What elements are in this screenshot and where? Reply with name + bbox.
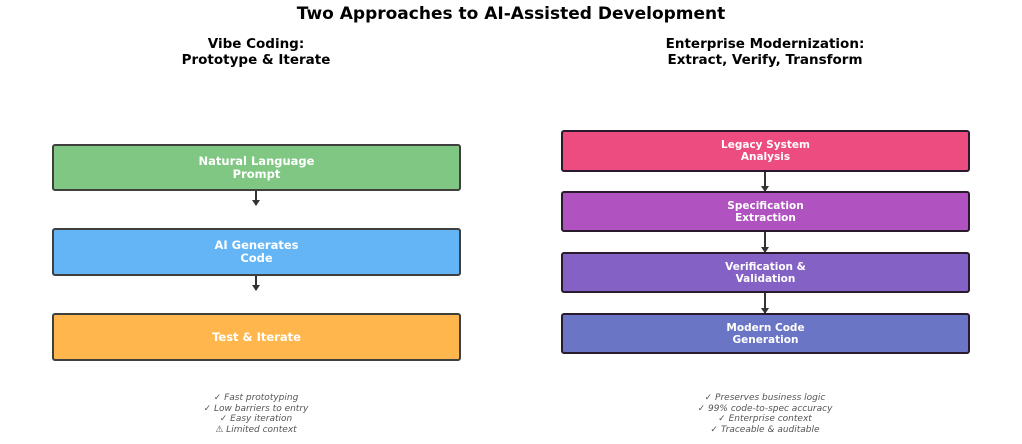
flow-arrow [761, 293, 769, 314]
left-heading-line-1: Vibe Coding: [207, 36, 305, 52]
note-item: ✓ Easy iteration [219, 414, 293, 424]
step-label-line: Validation [735, 272, 796, 285]
note-item: ✓ Low barriers to entry [203, 403, 309, 414]
step-legacy-system-analysis: Legacy System Analysis [561, 130, 970, 172]
step-label-line: Verification & [725, 260, 806, 273]
step-modern-code-generation: Modern Code Generation [561, 313, 970, 354]
flow-arrow [761, 232, 769, 253]
step-label-line: Test & Iterate [212, 329, 301, 344]
step-natural-language-prompt: Natural Language Prompt [52, 144, 461, 191]
note-item: ✓ Fast prototyping [213, 393, 299, 403]
step-label-line: Extraction [735, 211, 796, 224]
step-label-line: AI Generates [214, 238, 299, 252]
note-item: ✓ Preserves business logic [704, 393, 826, 403]
step-label-line: Specification [727, 199, 804, 212]
left-notes: ✓ Fast prototyping ✓ Low barriers to ent… [156, 393, 356, 435]
step-test-and-iterate: Test & Iterate [52, 313, 461, 361]
note-item: ✓ Enterprise context [718, 414, 812, 424]
right-heading-line-2: Extract, Verify, Transform [667, 52, 863, 68]
step-specification-extraction: Specification Extraction [561, 191, 970, 232]
step-ai-generates-code: AI Generates Code [52, 228, 461, 276]
right-notes: ✓ Preserves business logic ✓ 99% code-to… [640, 393, 890, 435]
diagram-title: Two Approaches to AI-Assisted Developmen… [296, 4, 726, 24]
step-label-line: Analysis [740, 151, 791, 163]
step-verification-validation: Verification & Validation [561, 252, 970, 293]
left-heading-line-2: Prototype & Iterate [181, 52, 331, 68]
note-item: ✓ 99% code-to-spec accuracy [697, 403, 833, 414]
flow-arrow [252, 276, 260, 291]
step-label-line: Code [240, 251, 273, 265]
right-heading-line-1: Enterprise Modernization: [665, 36, 865, 52]
step-label-line: Prompt [232, 166, 281, 181]
step-label-line: Generation [732, 333, 799, 346]
step-label-line: Legacy System [721, 139, 810, 151]
left-heading: Vibe Coding: Prototype & Iterate [106, 36, 406, 68]
step-label-line: Natural Language [198, 153, 315, 168]
note-item: ⚠ Limited context [215, 424, 297, 435]
step-label-line: Modern Code [726, 321, 805, 334]
flow-arrow [761, 172, 769, 192]
note-item: ✓ Traceable & auditable [710, 424, 820, 435]
flow-arrow [252, 191, 260, 206]
right-heading: Enterprise Modernization: Extract, Verif… [615, 36, 915, 68]
